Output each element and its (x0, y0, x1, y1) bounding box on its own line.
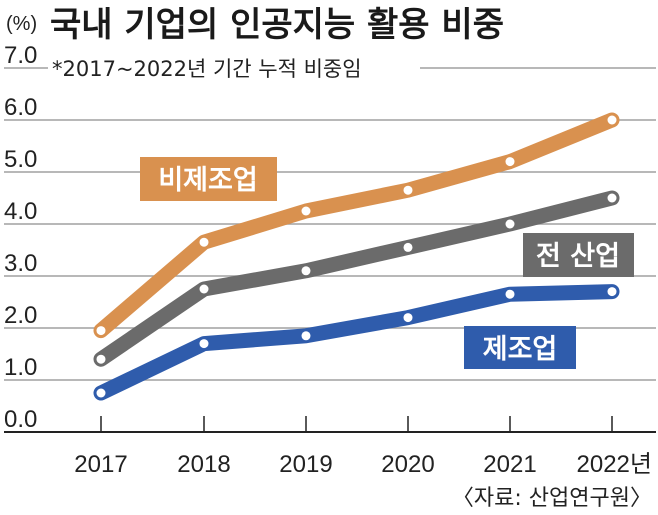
series-2 (93, 284, 620, 401)
y-tick-label: 6.0 (4, 94, 37, 121)
x-tick-label: 2017 (74, 451, 127, 478)
x-tick-label: 2018 (177, 451, 230, 478)
data-point (403, 313, 413, 323)
chart-subtitle: *2017~2022년 기간 누적 비중임 (52, 57, 362, 81)
y-axis-ticks: 0.0 1.0 2.0 3.0 4.0 5.0 6.0 7.0 (4, 42, 37, 433)
data-point (505, 289, 515, 299)
data-point (199, 339, 209, 349)
data-point (301, 266, 311, 276)
data-point (301, 206, 311, 216)
data-point (301, 331, 311, 341)
series-line (93, 284, 620, 401)
data-point (505, 219, 515, 229)
data-point (607, 193, 617, 203)
data-point (403, 242, 413, 252)
data-point (96, 354, 106, 364)
series-1 (93, 190, 620, 367)
y-tick-label: 5.0 (4, 146, 37, 173)
legend-label-manufacturing: 제조업 (464, 326, 576, 369)
subtitle-background (48, 52, 420, 82)
chart-title: 국내 기업의 인공지능 활용 비중 (50, 5, 504, 45)
data-point (199, 237, 209, 247)
y-tick-label: 3.0 (4, 250, 37, 277)
data-point (607, 115, 617, 125)
x-tick-label: 2020 (381, 451, 434, 478)
y-axis-unit: (%) (6, 13, 37, 35)
y-tick-label: 7.0 (4, 42, 37, 69)
data-point (199, 284, 209, 294)
y-tick-label: 2.0 (4, 302, 37, 329)
legend-text-all-industry: 전 산업 (536, 241, 620, 272)
source-note: 〈자료: 산업연구원〉 (452, 486, 652, 511)
data-point (96, 326, 106, 336)
data-point (96, 388, 106, 398)
x-tick-label: 2019 (279, 451, 332, 478)
x-tick-label: 2022년 (577, 451, 652, 478)
legend-box-manufacturing (464, 326, 576, 369)
legend-text-nonmanufacturing: 비제조업 (158, 165, 257, 196)
series-0 (93, 112, 620, 339)
y-tick-label: 0.0 (4, 406, 37, 433)
y-tick-label: 1.0 (4, 354, 37, 381)
legend-label-all-industry: 전 산업 (523, 233, 634, 277)
series-lines (93, 112, 620, 401)
y-tick-label: 4.0 (4, 198, 37, 225)
legend-box-nonmanufacturing (140, 157, 277, 201)
legend-text-manufacturing: 제조업 (483, 334, 558, 365)
x-axis: 2017 2018 2019 2020 2021 2022년 (4, 416, 656, 478)
data-point (607, 287, 617, 297)
legend-label-nonmanufacturing: 비제조업 (140, 157, 277, 201)
series-line (93, 190, 620, 367)
x-tick-label: 2021 (483, 451, 536, 478)
series-line (93, 112, 620, 339)
data-point (505, 157, 515, 167)
legend-box-all-industry (523, 233, 634, 277)
data-point (403, 185, 413, 195)
